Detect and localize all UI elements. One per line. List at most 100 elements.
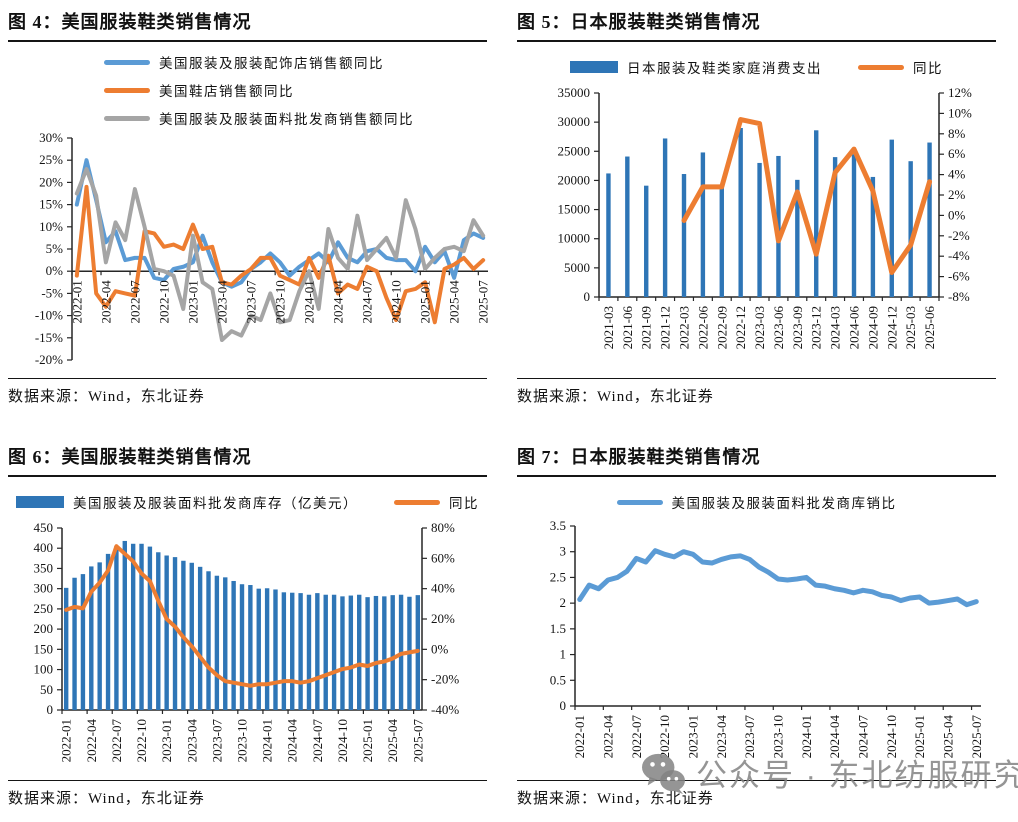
axis-label: 2 <box>560 595 567 610</box>
axis-label: 8% <box>948 126 966 141</box>
bar <box>114 546 119 710</box>
bar <box>357 594 362 710</box>
axis-label: 2024-04 <box>331 280 346 324</box>
axis-label: 2024-10 <box>389 280 404 323</box>
line-swatch-icon <box>104 59 150 65</box>
bar <box>89 566 94 710</box>
axis-label: 2024-04 <box>827 715 842 759</box>
bar <box>662 138 668 297</box>
axis-label: 2024-01 <box>799 715 814 758</box>
bar <box>331 594 337 710</box>
bar <box>390 595 395 710</box>
axis-label: 2022-07 <box>629 715 644 759</box>
bar <box>80 574 86 710</box>
axis-label: -4% <box>948 248 970 263</box>
bar <box>889 139 894 297</box>
bar <box>97 562 102 710</box>
axis-label: 2022-04 <box>84 719 99 763</box>
bar <box>273 589 278 710</box>
source-note: 数据来源：Wind，东北证券 <box>517 791 714 807</box>
axis-label: 2022-09 <box>714 306 729 349</box>
bar <box>298 593 303 710</box>
axis-label: 2022-10 <box>156 280 171 323</box>
axis-label: 2024-04 <box>285 719 300 763</box>
axis-label: 2024-07 <box>360 280 375 324</box>
axis-label: 2024-07 <box>310 719 325 763</box>
axis-label: 2022-12 <box>733 306 748 349</box>
axis-label: 2024-06 <box>847 306 862 350</box>
axis-label: 2022-07 <box>109 719 124 763</box>
figure4-title: 图 4：美国服装鞋类销售情况 <box>8 12 252 32</box>
data-line <box>74 167 486 343</box>
axis-label: -15% <box>35 330 63 345</box>
axis-label: 150 <box>34 641 54 656</box>
axis-label: 60% <box>431 550 455 565</box>
axis-label: 25% <box>39 152 63 167</box>
axis-label: 2022-04 <box>601 715 616 759</box>
title-divider <box>8 40 487 42</box>
figure5-chart: 日本服装及鞋类家庭消费支出 同比 0 5000 10000 15000 20000 25000… <box>517 57 996 367</box>
axis-label: 2022-01 <box>572 715 587 758</box>
axis-label: 350 <box>34 560 54 575</box>
line-swatch-icon <box>394 499 440 505</box>
legend-item: 美国鞋店销售额同比 <box>104 80 294 100</box>
bar <box>382 596 387 710</box>
bar <box>373 595 379 710</box>
bar <box>256 588 261 710</box>
bar <box>248 585 253 710</box>
axis-label: 2024-07 <box>855 715 870 759</box>
axis-label: 0% <box>46 263 64 278</box>
axis-label: 2024-01 <box>302 280 317 323</box>
line-swatch-icon <box>104 87 150 93</box>
axis-label: 2023-10 <box>235 719 250 762</box>
axis-label: 10000 <box>558 231 591 246</box>
axis-label: 2021-09 <box>639 306 654 349</box>
axis-label: 2021-03 <box>601 306 616 349</box>
axis-label: 35000 <box>558 85 591 100</box>
axis-label: 2023-07 <box>243 280 258 324</box>
figure6-chart: 美国服装及服装面料批发商库存（亿美元） 同比 0 50 100 150 200 250 300 3… <box>8 492 487 782</box>
line-swatch-icon <box>616 499 663 505</box>
bar <box>223 577 228 710</box>
legend-item: 美国服装及服装面料批发商销售额同比 <box>104 108 414 128</box>
bar <box>927 142 932 297</box>
bar <box>147 546 153 710</box>
axis-label: 5000 <box>564 260 590 275</box>
axis-label: 2025-07 <box>476 280 491 324</box>
axis-label: 2022-10 <box>134 719 149 762</box>
bar <box>264 588 270 710</box>
bar <box>719 186 724 297</box>
title-divider <box>8 475 487 477</box>
bar <box>139 543 144 710</box>
bar <box>757 162 762 297</box>
bar <box>63 587 69 710</box>
legend-label: 日本服装及鞋类家庭消费支出 <box>627 61 822 76</box>
axis-label: 2025-01 <box>360 719 375 762</box>
axis-label: 2023-04 <box>184 719 199 763</box>
figure6-panel: 图 6：美国服装鞋类销售情况 美国服装及服装面料批发商库存（亿美元） 同比 0 50 1… <box>0 435 509 822</box>
chart-legend: 美国服装及服装配饰店销售额同比 美国鞋店销售额同比 美国服装及服装面料批发商销售额同… <box>8 52 487 128</box>
figure5-panel: 图 5：日本服装鞋类销售情况 日本服装及鞋类家庭消费支出 同比 0 5000 10000… <box>509 0 1018 420</box>
axis-label: -2% <box>948 228 970 243</box>
axis-label: -40% <box>431 702 459 717</box>
legend-item: 美国服装及服装面料批发商库存（亿美元） <box>16 492 358 512</box>
chart-plot: 0 0.5 1 1.5 2 2.5 3 3.5 2022-01 2022-04 2022-07 202… <box>550 518 984 759</box>
source-block: 数据来源：Wind，东北证券 <box>8 780 487 808</box>
axis-label: 2023-07 <box>209 719 224 763</box>
bar-swatch-icon <box>16 496 64 508</box>
axis-label: 2025-03 <box>903 306 918 349</box>
bar <box>122 540 127 710</box>
legend-item: 同比 <box>394 492 479 512</box>
source-divider <box>517 378 996 379</box>
source-note: 数据来源：Wind，东北证券 <box>8 791 205 807</box>
axis-label: 0% <box>948 207 966 222</box>
axis-label: -20% <box>431 672 459 687</box>
data-line <box>64 544 420 688</box>
axis-label: -8% <box>948 289 970 304</box>
bar <box>130 543 136 710</box>
axis-label: 2022-10 <box>657 715 672 758</box>
figure4-panel: 图 4：美国服装鞋类销售情况 美国服装及服装配饰店销售额同比 美国鞋店销售额同比美… <box>0 0 509 420</box>
axis-label: 100 <box>34 662 54 677</box>
source-block: 数据来源：Wind，东北证券 <box>517 378 996 406</box>
axis-label: 30000 <box>558 114 591 129</box>
